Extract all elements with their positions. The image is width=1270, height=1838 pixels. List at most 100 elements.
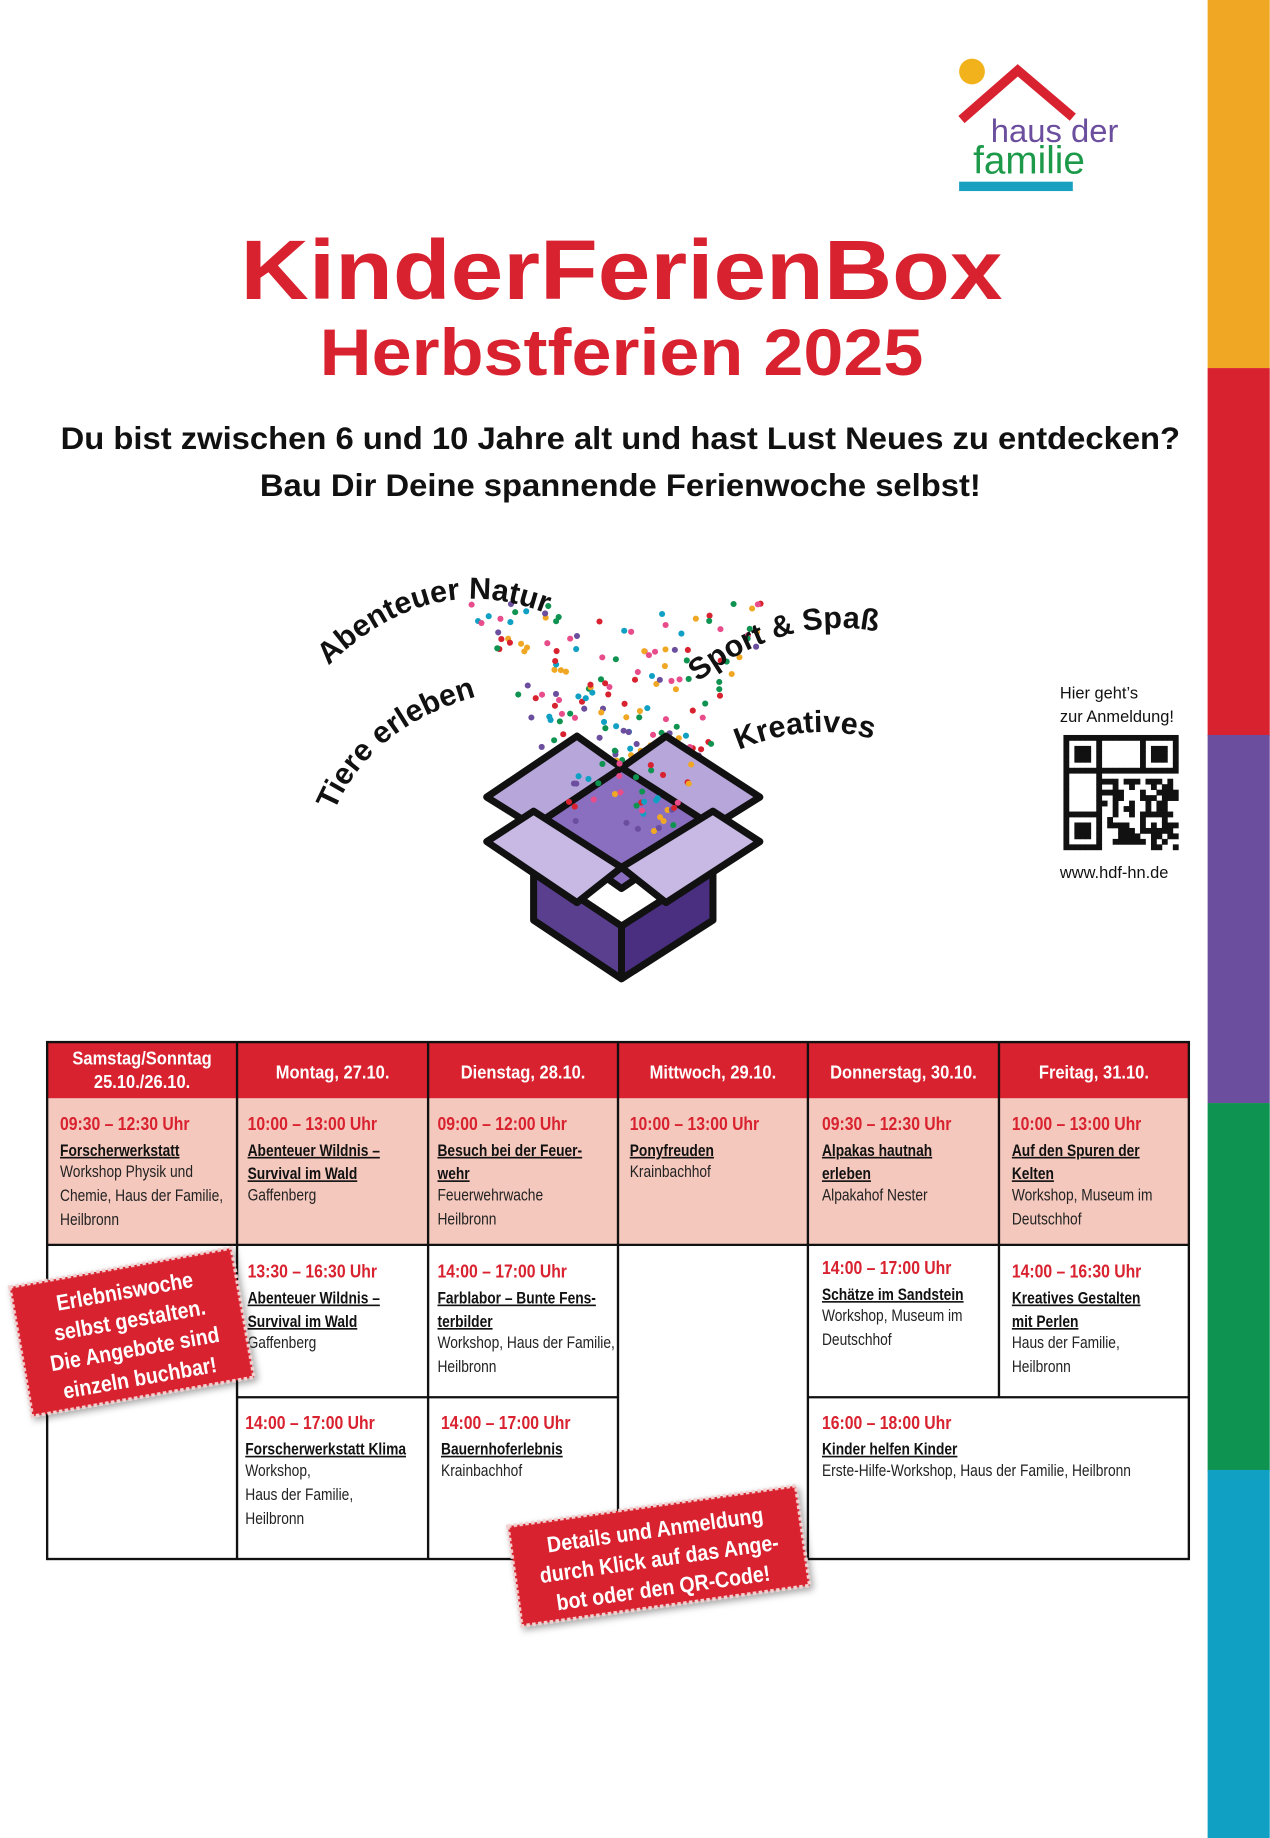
qr-module[interactable] [1156, 833, 1163, 840]
qr-module[interactable] [1172, 751, 1179, 758]
qr-module[interactable] [1068, 767, 1075, 774]
event-title[interactable]: erleben [822, 1165, 871, 1183]
qr-module[interactable] [1129, 838, 1135, 845]
qr-module[interactable] [1096, 827, 1103, 834]
qr-module[interactable] [1172, 767, 1179, 774]
qr-module[interactable] [1107, 789, 1114, 796]
qr-module[interactable] [1090, 734, 1097, 741]
qr-module[interactable] [1074, 811, 1081, 818]
qr-module[interactable] [1096, 800, 1103, 807]
qr-module[interactable] [1063, 838, 1070, 845]
qr-module[interactable] [1079, 827, 1086, 834]
event-title[interactable]: Kelten [1012, 1165, 1054, 1183]
qr-module[interactable] [1123, 822, 1130, 829]
qr-module[interactable] [1118, 822, 1124, 829]
qr-module[interactable] [1161, 767, 1168, 774]
qr-module[interactable] [1140, 838, 1146, 845]
qr-module[interactable] [1074, 745, 1081, 752]
qr-module[interactable] [1112, 778, 1119, 785]
qr-module[interactable] [1172, 734, 1179, 741]
qr-module[interactable] [1068, 844, 1075, 851]
qr-module[interactable] [1074, 756, 1081, 763]
qr-module[interactable] [1123, 778, 1130, 785]
qr-module[interactable] [1079, 844, 1086, 851]
qr-module[interactable] [1079, 822, 1086, 829]
qr-module[interactable] [1156, 778, 1163, 785]
event-title[interactable]: Schätze im Sandstein [822, 1286, 964, 1304]
qr-module[interactable] [1167, 833, 1174, 840]
qr-module[interactable] [1129, 734, 1135, 741]
qr-module[interactable] [1140, 751, 1146, 758]
qr-module[interactable] [1112, 795, 1119, 801]
qr-module[interactable] [1140, 740, 1146, 747]
qr-module[interactable] [1129, 784, 1135, 791]
qr-module[interactable] [1161, 756, 1168, 763]
qr-module[interactable] [1145, 795, 1152, 801]
qr-module[interactable] [1156, 767, 1163, 774]
qr-module[interactable] [1140, 817, 1146, 823]
qr-module[interactable] [1161, 806, 1168, 812]
qr-module[interactable] [1063, 751, 1070, 758]
qr-code[interactable] [1063, 734, 1179, 851]
event-title[interactable]: Abenteuer Wildnis – [248, 1142, 380, 1160]
qr-module[interactable] [1150, 784, 1157, 791]
qr-module[interactable] [1167, 827, 1174, 834]
qr-module[interactable] [1140, 756, 1146, 763]
qr-module[interactable] [1112, 734, 1119, 741]
qr-module[interactable] [1096, 795, 1103, 801]
qr-module[interactable] [1145, 806, 1152, 812]
qr-module[interactable] [1123, 734, 1130, 741]
qr-module[interactable] [1156, 827, 1163, 834]
qr-module[interactable] [1085, 751, 1092, 758]
qr-module[interactable] [1150, 844, 1157, 851]
qr-module[interactable] [1129, 767, 1135, 774]
qr-module[interactable] [1140, 827, 1146, 834]
qr-module[interactable] [1123, 833, 1130, 840]
qr-module[interactable] [1167, 811, 1174, 818]
qr-module[interactable] [1167, 778, 1174, 785]
event-title[interactable]: Survival im Wald [248, 1313, 358, 1331]
qr-module[interactable] [1145, 827, 1152, 834]
qr-module[interactable] [1096, 789, 1103, 796]
qr-module[interactable] [1161, 800, 1168, 807]
qr-module[interactable] [1172, 833, 1179, 840]
qr-module[interactable] [1063, 762, 1070, 769]
qr-module[interactable] [1090, 811, 1097, 818]
event-title[interactable]: Farblabor – Bunte Fens- [437, 1289, 595, 1307]
qr-module[interactable] [1090, 844, 1097, 851]
qr-module[interactable] [1107, 767, 1114, 774]
qr-module[interactable] [1167, 767, 1174, 774]
qr-module[interactable] [1079, 833, 1086, 840]
qr-module[interactable] [1107, 817, 1114, 823]
qr-module[interactable] [1063, 817, 1070, 823]
event-title[interactable]: Alpakas hautnah [822, 1142, 932, 1160]
qr-module[interactable] [1172, 844, 1179, 851]
qr-module[interactable] [1161, 817, 1168, 823]
qr-module[interactable] [1085, 822, 1092, 829]
qr-module[interactable] [1063, 827, 1070, 834]
event-title[interactable]: Forscherwerkstatt Klima [245, 1441, 406, 1459]
qr-module[interactable] [1118, 789, 1124, 796]
qr-module[interactable] [1161, 822, 1168, 829]
qr-module[interactable] [1123, 806, 1130, 812]
qr-module[interactable] [1123, 767, 1130, 774]
qr-module[interactable] [1107, 778, 1114, 785]
qr-module[interactable] [1079, 751, 1086, 758]
qr-module[interactable] [1079, 734, 1086, 741]
event-title[interactable]: terbilder [437, 1313, 492, 1331]
event-title[interactable]: Auf den Spuren der [1012, 1142, 1140, 1160]
event-cell[interactable]: 09:00 – 12:00 Uhr Besuch bei der Feuer-we… [437, 1113, 583, 1229]
qr-module[interactable] [1096, 778, 1103, 785]
qr-module[interactable] [1134, 838, 1141, 845]
qr-module[interactable] [1172, 745, 1179, 752]
qr-module[interactable] [1096, 745, 1103, 752]
qr-module[interactable] [1172, 756, 1179, 763]
qr-module[interactable] [1101, 789, 1108, 796]
qr-module[interactable] [1096, 767, 1103, 774]
qr-module[interactable] [1150, 756, 1157, 763]
qr-module[interactable] [1172, 789, 1179, 796]
qr-module[interactable] [1096, 756, 1103, 763]
qr-module[interactable] [1085, 844, 1092, 851]
event-title[interactable]: wehr [437, 1165, 470, 1183]
event-cell[interactable]: 14:00 – 17:00 Uhr Forscherwerkstatt Klima… [245, 1412, 406, 1529]
